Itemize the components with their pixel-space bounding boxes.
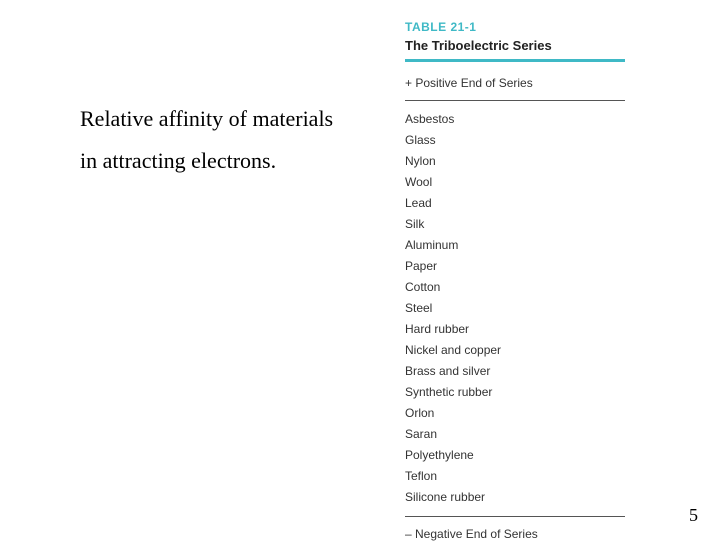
list-item: Wool: [405, 172, 625, 193]
divider: [405, 516, 625, 517]
list-item: Synthetic rubber: [405, 382, 625, 403]
positive-end-label: + Positive End of Series: [405, 76, 625, 90]
list-item: Nylon: [405, 151, 625, 172]
list-item: Glass: [405, 130, 625, 151]
triboelectric-table: TABLE 21-1 The Triboelectric Series + Po…: [405, 20, 625, 551]
list-item: Hard rubber: [405, 319, 625, 340]
list-item: Nickel and copper: [405, 340, 625, 361]
list-item: Silk: [405, 214, 625, 235]
list-item: Paper: [405, 256, 625, 277]
list-item: Brass and silver: [405, 361, 625, 382]
list-item: Lead: [405, 193, 625, 214]
list-item: Asbestos: [405, 109, 625, 130]
table-label: TABLE 21-1: [405, 20, 625, 34]
list-item: Silicone rubber: [405, 487, 625, 508]
divider: [405, 100, 625, 101]
table-rule-accent: [405, 59, 625, 62]
list-item: Steel: [405, 298, 625, 319]
list-item: Teflon: [405, 466, 625, 487]
table-title: The Triboelectric Series: [405, 38, 625, 53]
negative-end-label: – Negative End of Series: [405, 527, 625, 541]
list-item: Saran: [405, 424, 625, 445]
slide-caption: Relative affinity of materials in attrac…: [80, 98, 380, 182]
materials-list: Asbestos Glass Nylon Wool Lead Silk Alum…: [405, 109, 625, 508]
list-item: Polyethylene: [405, 445, 625, 466]
page-number: 5: [689, 505, 698, 526]
list-item: Aluminum: [405, 235, 625, 256]
caption-line-2: in attracting electrons.: [80, 140, 380, 182]
caption-line-1: Relative affinity of materials: [80, 98, 380, 140]
list-item: Cotton: [405, 277, 625, 298]
list-item: Orlon: [405, 403, 625, 424]
